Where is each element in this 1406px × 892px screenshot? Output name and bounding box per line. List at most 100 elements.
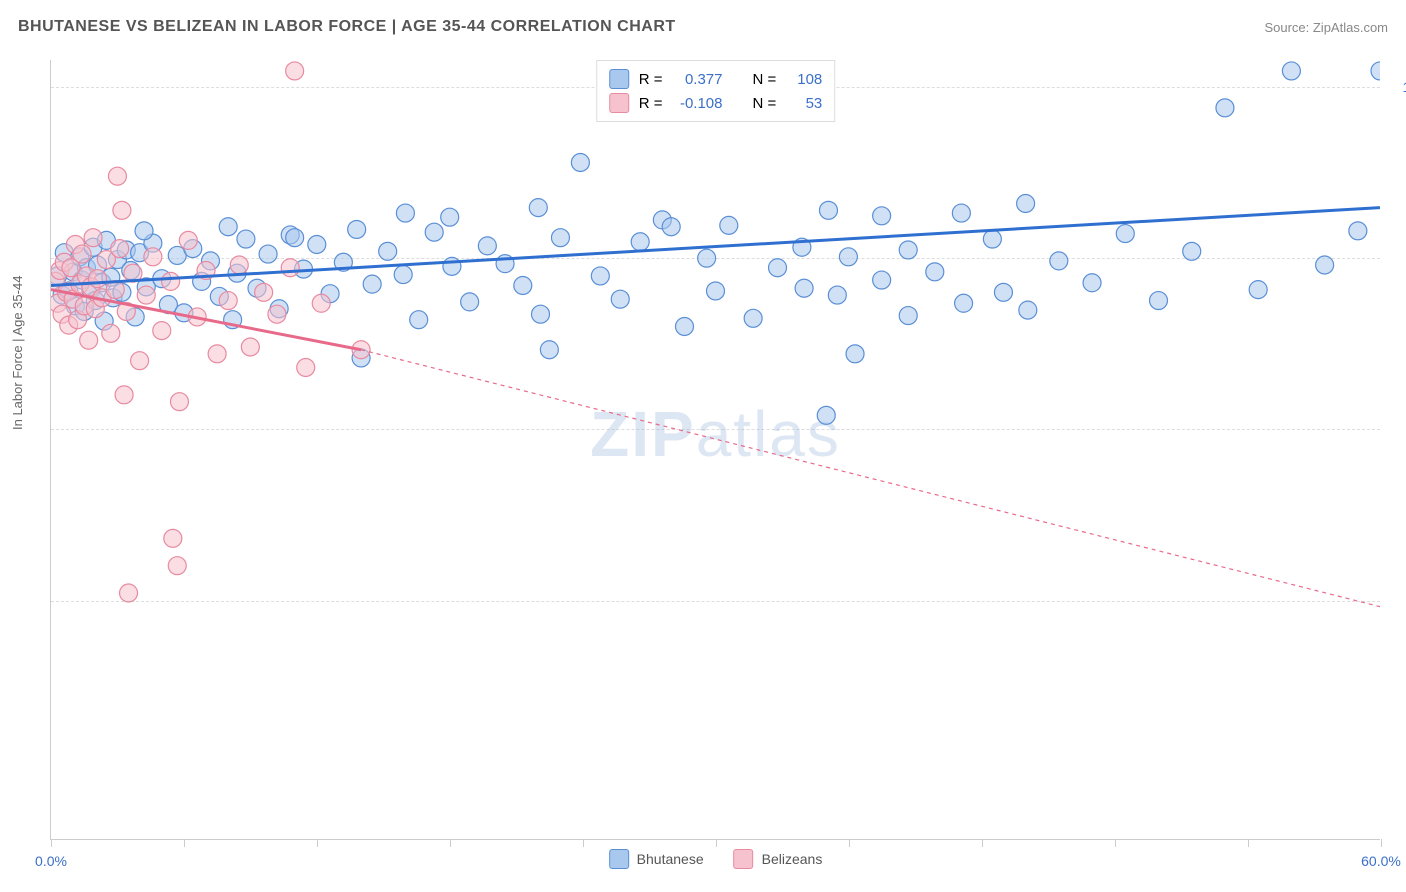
swatch-belizeans-bottom [734, 849, 754, 869]
data-point [219, 218, 237, 236]
data-point [441, 208, 459, 226]
n-value-belizeans: 53 [786, 95, 822, 112]
data-point [1116, 225, 1134, 243]
legend-label-belizeans: Belizeans [762, 851, 823, 867]
legend-item-belizeans: Belizeans [734, 849, 823, 869]
data-point [394, 266, 412, 284]
data-point [120, 584, 138, 602]
data-point [1183, 242, 1201, 260]
xtick-mark [849, 839, 850, 847]
data-point [571, 154, 589, 172]
data-point [707, 282, 725, 300]
data-point [162, 272, 180, 290]
data-point [591, 267, 609, 285]
data-point [611, 290, 629, 308]
data-point [164, 529, 182, 547]
xtick-mark [982, 839, 983, 847]
data-point [144, 248, 162, 266]
data-point [259, 245, 277, 263]
data-point [1050, 252, 1068, 270]
data-point [899, 307, 917, 325]
xtick-label: 60.0% [1361, 853, 1401, 869]
data-point [131, 352, 149, 370]
data-point [135, 222, 153, 240]
r-value-bhutanese: 0.377 [673, 71, 723, 88]
legend-label-bhutanese: Bhutanese [637, 851, 704, 867]
data-point [348, 220, 366, 238]
data-point [137, 286, 155, 304]
data-point [153, 322, 171, 340]
correlation-legend: R = 0.377 N = 108 R = -0.108 N = 53 [596, 60, 836, 122]
data-point [255, 283, 273, 301]
xtick-mark [184, 839, 185, 847]
data-point [1216, 99, 1234, 117]
data-point [846, 345, 864, 363]
r-value-belizeans: -0.108 [673, 95, 723, 112]
swatch-belizeans [609, 93, 629, 113]
data-point [1316, 256, 1334, 274]
xtick-label: 0.0% [35, 853, 67, 869]
data-point [396, 204, 414, 222]
legend-item-bhutanese: Bhutanese [609, 849, 704, 869]
data-point [80, 331, 98, 349]
data-point [1282, 62, 1300, 80]
data-point [662, 218, 680, 236]
data-point [983, 230, 1001, 248]
data-point [514, 277, 532, 295]
data-point [1349, 222, 1367, 240]
ytick-label: 62.5% [1390, 593, 1406, 609]
swatch-bhutanese [609, 69, 629, 89]
data-point [675, 318, 693, 336]
data-point [819, 201, 837, 219]
data-point [208, 345, 226, 363]
data-point [1150, 292, 1168, 310]
xtick-mark [1381, 839, 1382, 847]
data-point [168, 557, 186, 575]
data-point [312, 294, 330, 312]
data-point [1019, 301, 1037, 319]
data-point [113, 201, 131, 219]
data-point [873, 207, 891, 225]
data-point [532, 305, 550, 323]
data-point [363, 275, 381, 293]
n-label: N = [753, 95, 777, 112]
source-label: Source: ZipAtlas.com [1264, 20, 1388, 35]
data-point [443, 257, 461, 275]
legend-row-bhutanese: R = 0.377 N = 108 [609, 67, 823, 91]
swatch-bhutanese-bottom [609, 849, 629, 869]
ytick-label: 100.0% [1390, 79, 1406, 95]
chart-title: BHUTANESE VS BELIZEAN IN LABOR FORCE | A… [18, 18, 676, 36]
data-point [955, 294, 973, 312]
chart-area: ZIPatlas R = 0.377 N = 108 R = -0.108 N … [50, 60, 1380, 840]
data-point [631, 233, 649, 251]
data-point [237, 230, 255, 248]
data-point [540, 341, 558, 359]
data-point [84, 229, 102, 247]
y-axis-label: In Labor Force | Age 35-44 [10, 276, 25, 430]
data-point [170, 393, 188, 411]
legend-row-belizeans: R = -0.108 N = 53 [609, 91, 823, 115]
data-point [219, 292, 237, 310]
n-value-bhutanese: 108 [786, 71, 822, 88]
data-point [873, 271, 891, 289]
data-point [179, 231, 197, 249]
r-label: R = [639, 71, 663, 88]
xtick-mark [583, 839, 584, 847]
data-point [720, 216, 738, 234]
trend-line-extend [361, 350, 1380, 607]
data-point [1017, 195, 1035, 213]
header: BHUTANESE VS BELIZEAN IN LABOR FORCE | A… [18, 18, 1388, 36]
data-point [744, 309, 762, 327]
data-point [926, 263, 944, 281]
data-point [698, 249, 716, 267]
data-point [286, 62, 304, 80]
xtick-mark [1248, 839, 1249, 847]
data-point [478, 237, 496, 255]
data-point [839, 248, 857, 266]
ytick-label: 75.0% [1390, 421, 1406, 437]
data-point [268, 305, 286, 323]
data-point [795, 279, 813, 297]
data-point [461, 293, 479, 311]
data-point [241, 338, 259, 356]
scatter-plot-svg [51, 60, 1380, 839]
